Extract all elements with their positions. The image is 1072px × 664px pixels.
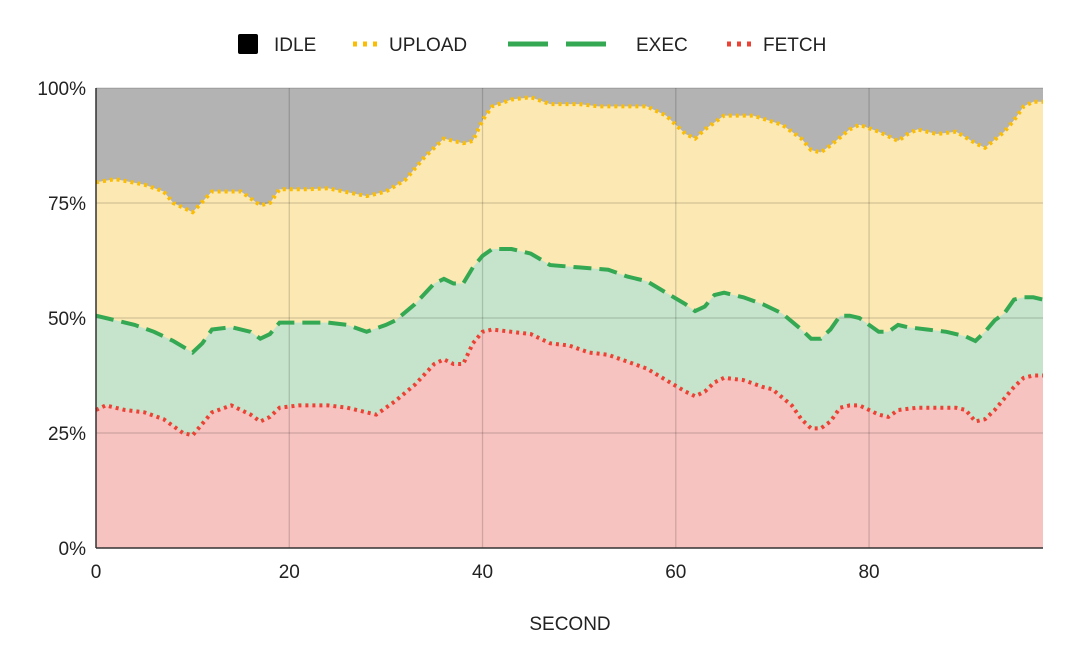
x-axis-title: SECOND <box>529 614 610 635</box>
x-tick-label: 80 <box>858 562 879 583</box>
legend-label: EXEC <box>636 35 688 56</box>
line-fetch <box>95 327 1043 438</box>
x-tick-label: 0 <box>91 562 102 583</box>
line-upload <box>95 95 1043 215</box>
y-tick-label: 75% <box>48 194 86 215</box>
x-tick-label: 20 <box>279 562 300 583</box>
legend-label: FETCH <box>763 35 826 56</box>
legend: IDLE UPLOAD EXEC FETCH <box>238 34 826 56</box>
y-tick-label: 0% <box>59 539 87 560</box>
legend-item-exec: EXEC <box>508 35 688 56</box>
x-tick-label: 60 <box>665 562 686 583</box>
area-fills <box>96 88 1043 548</box>
y-tick-label: 25% <box>48 424 86 445</box>
area-fetch <box>96 329 1043 548</box>
legend-item-idle: IDLE <box>238 34 316 56</box>
y-tick-label: 50% <box>48 309 86 330</box>
legend-item-upload: UPLOAD <box>353 35 467 56</box>
legend-label: UPLOAD <box>389 35 467 56</box>
axes: 0% 25% 50% 75% 100% 0 20 40 60 80 <box>37 79 1043 583</box>
legend-item-fetch: FETCH <box>727 35 826 56</box>
y-tick-label: 100% <box>37 79 86 100</box>
x-tick-label: 40 <box>472 562 493 583</box>
legend-swatch <box>238 34 258 54</box>
line-exec <box>95 247 1044 355</box>
series-lines <box>95 95 1044 438</box>
legend-label: IDLE <box>274 35 316 56</box>
gridlines <box>96 87 1043 548</box>
